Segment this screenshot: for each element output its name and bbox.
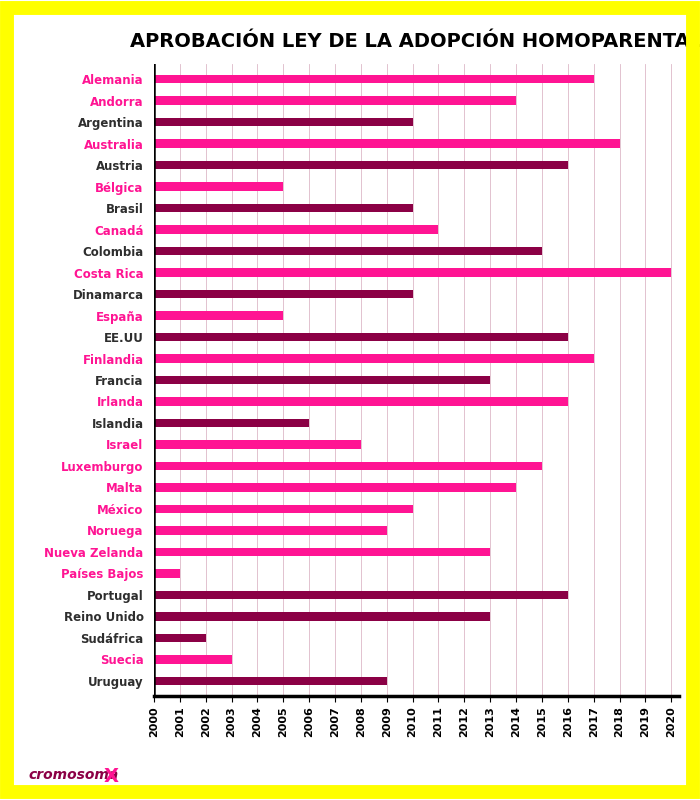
Bar xyxy=(154,505,412,513)
Title: APROBACIÓN LEY DE LA ADOPCIÓN HOMOPARENTAL: APROBACIÓN LEY DE LA ADOPCIÓN HOMOPARENT… xyxy=(130,32,700,51)
Bar xyxy=(154,75,594,83)
Bar xyxy=(154,247,542,255)
Bar xyxy=(154,612,490,621)
Bar xyxy=(154,634,206,642)
Text: cromosoma: cromosoma xyxy=(28,768,118,782)
Bar xyxy=(154,526,387,534)
Bar xyxy=(154,398,568,406)
Bar xyxy=(154,591,568,599)
Bar xyxy=(154,570,180,578)
Bar xyxy=(154,677,387,685)
Bar xyxy=(154,376,490,384)
Bar xyxy=(154,483,516,491)
Bar xyxy=(154,441,361,449)
Bar xyxy=(154,548,490,556)
Bar xyxy=(154,97,516,105)
Bar xyxy=(154,655,232,663)
Bar xyxy=(154,333,568,341)
Bar xyxy=(154,419,309,427)
Bar xyxy=(154,462,542,470)
Bar xyxy=(154,311,284,319)
Bar xyxy=(154,226,438,234)
Text: X: X xyxy=(104,766,118,786)
Bar xyxy=(154,161,568,169)
Bar xyxy=(154,290,412,298)
Bar xyxy=(154,118,412,126)
Bar xyxy=(154,139,620,148)
Bar xyxy=(154,204,412,212)
Bar xyxy=(154,182,284,190)
Bar xyxy=(154,269,671,277)
Bar xyxy=(154,354,594,362)
